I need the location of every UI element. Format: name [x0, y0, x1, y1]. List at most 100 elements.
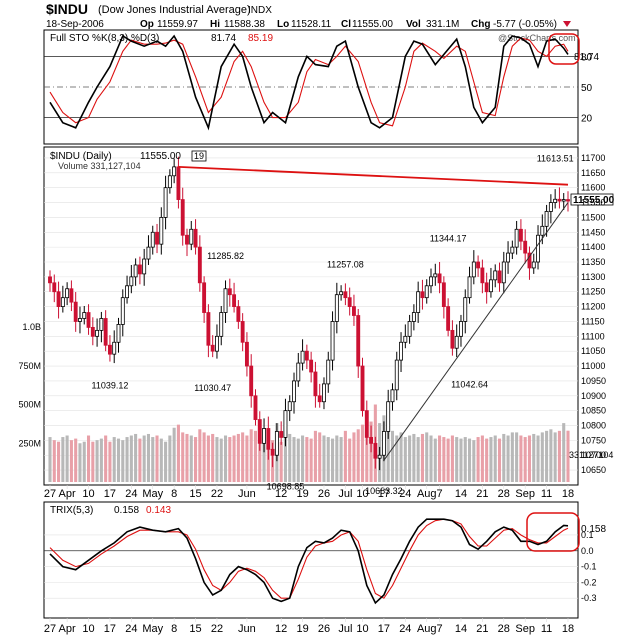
volume-bar: [545, 430, 549, 482]
volume-bar: [228, 437, 232, 482]
candle-body: [99, 318, 104, 331]
volume-bar: [91, 441, 95, 482]
volume-bar: [450, 435, 454, 482]
volume-bar: [146, 433, 151, 482]
price-tick-label: 11550: [581, 198, 605, 208]
candle-body: [531, 261, 536, 269]
x-tick-label: 24: [399, 488, 411, 500]
candle-body: [424, 285, 429, 299]
price-tick-label: 10800: [581, 421, 606, 431]
trix-tick-label: -0.2: [581, 577, 597, 587]
volume-bar: [309, 438, 313, 482]
price-tick-label: 11350: [581, 257, 605, 267]
volume-bar: [519, 435, 523, 482]
candle-body: [52, 282, 57, 293]
price-tick-label: 10750: [581, 435, 606, 445]
volume-bar: [57, 441, 61, 482]
volume-bar: [562, 423, 566, 482]
volume-bar: [476, 437, 480, 482]
volume-tick-label: 1.0B: [22, 322, 41, 332]
volume-bar: [497, 438, 502, 482]
volume-bar: [527, 435, 532, 482]
candle-body: [339, 291, 344, 296]
candle-body: [411, 312, 416, 322]
vol-value: 331.1M: [426, 19, 459, 30]
volume-bar: [557, 430, 561, 482]
volume-bar: [566, 430, 570, 482]
candle-body: [48, 276, 52, 284]
volume-bar: [223, 435, 228, 482]
x-tick-label: 27: [44, 623, 56, 635]
down-arrow-icon: [563, 21, 571, 27]
x-tick-label: 11: [541, 488, 552, 500]
price-annotation: 11030.47: [194, 383, 231, 393]
x-tick-label: May: [142, 623, 163, 635]
candle-body: [129, 276, 134, 287]
candle-body: [313, 371, 318, 397]
volume-bar: [241, 432, 245, 482]
candle-body: [450, 329, 455, 349]
candle-body: [65, 288, 70, 299]
x-tick-label: 10: [82, 623, 94, 635]
candle-body: [420, 291, 425, 299]
x-tick-label: 15: [189, 623, 201, 635]
volume-bar: [429, 435, 433, 482]
candle-body: [518, 228, 523, 242]
volume-bar: [472, 440, 476, 482]
volume-tick-label: 750M: [18, 361, 41, 371]
x-tick-label: 7: [437, 623, 443, 635]
candle-body: [514, 228, 519, 248]
price-last-box: [570, 193, 614, 206]
volume-bar: [296, 438, 300, 482]
trix-title: TRIX(5,3): [50, 505, 93, 516]
trix-tick-label: -0.3: [581, 593, 597, 603]
candle-body: [553, 198, 558, 203]
volume-bar: [86, 435, 91, 482]
candle-body: [326, 359, 331, 385]
x-tick-label: 11: [541, 623, 552, 635]
price-tick-label: 11050: [581, 346, 605, 356]
candle-body: [459, 321, 463, 337]
volume-bar: [283, 435, 287, 482]
candle-body: [437, 273, 442, 284]
candle-body: [343, 291, 348, 299]
volume-bar: [198, 429, 202, 482]
candle-body: [561, 199, 566, 202]
price-panel: [43, 146, 579, 486]
volume-bar: [104, 435, 108, 482]
price-tick-label: 10850: [581, 406, 606, 416]
volume-bar: [172, 427, 176, 482]
candle-body: [381, 431, 386, 456]
volume-bar: [463, 437, 467, 482]
x-tick-label: 10: [82, 488, 94, 500]
price-annotation: 11257.08: [327, 260, 364, 270]
candle-body: [476, 261, 481, 269]
volume-bar: [168, 435, 172, 482]
candle-body: [566, 199, 570, 202]
price-annotation: 10683.32: [365, 486, 403, 496]
x-tick-label: 19: [296, 623, 308, 635]
volume-bar: [506, 435, 510, 482]
volume-bar: [301, 435, 305, 482]
x-tick-label: 26: [318, 623, 330, 635]
volume-bar: [82, 441, 86, 482]
candle-body: [497, 270, 502, 284]
x-tick-label: 22: [211, 488, 223, 500]
candle-body: [133, 264, 138, 278]
candle-body: [386, 401, 391, 432]
volume-bar: [65, 435, 69, 482]
quote-date: 18-Sep-2006: [46, 19, 104, 30]
x-tick-label: 10: [356, 488, 368, 500]
candle-body: [347, 297, 352, 307]
x-tick-label: Apr: [59, 623, 76, 635]
candle-body: [506, 252, 511, 263]
candle-body: [416, 291, 421, 313]
sto-tick-label: 50: [581, 83, 593, 94]
price-annotation: 10698.85: [267, 482, 305, 492]
volume-bar: [553, 432, 557, 482]
volume-bar: [326, 437, 330, 482]
volume-bar: [416, 437, 420, 482]
price-tick-label: 10650: [581, 465, 606, 475]
candle-body: [544, 211, 549, 227]
volume-bar: [425, 432, 429, 482]
